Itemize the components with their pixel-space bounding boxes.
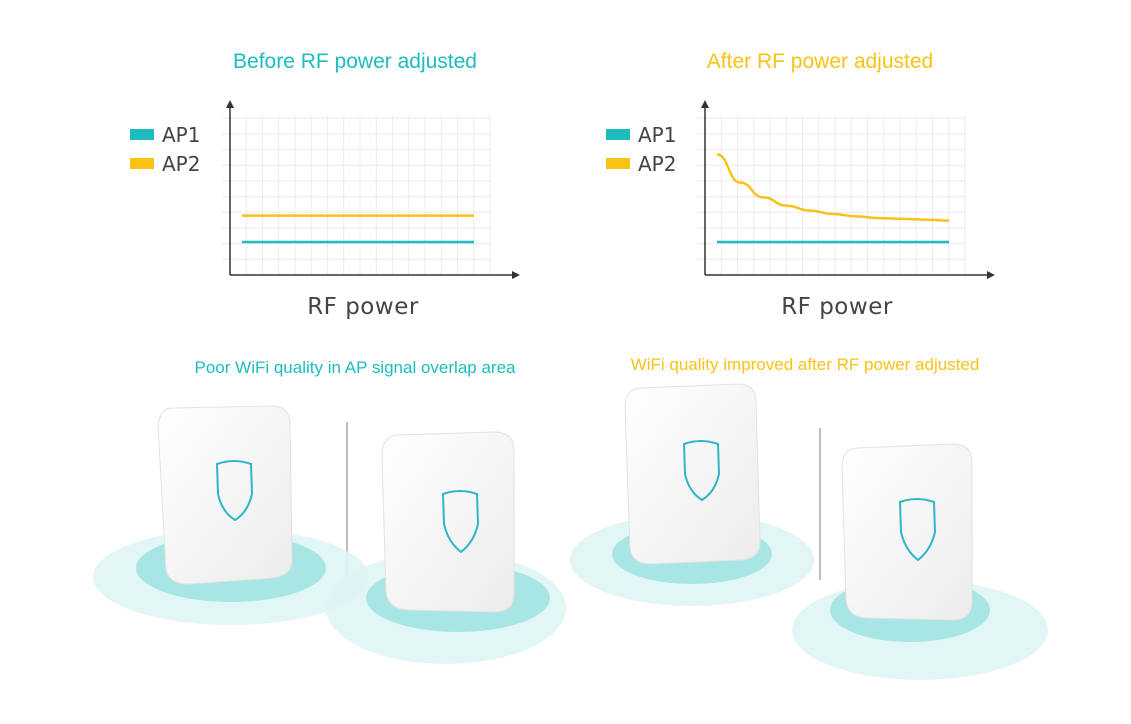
device-body (624, 383, 761, 565)
after-chart-title: After RF power adjusted (706, 50, 934, 73)
after-legend: AP1 AP2 (606, 120, 676, 178)
legend-item-ap1: AP1 (606, 120, 676, 149)
legend-item-ap2: AP2 (606, 149, 676, 178)
legend-item-ap1: AP1 (130, 120, 200, 149)
shield-icon (682, 440, 721, 502)
series-line-ap2 (716, 153, 950, 222)
legend-label-ap2: AP2 (638, 151, 677, 176)
legend-swatch-ap2 (606, 158, 630, 169)
before-caption: Poor WiFi quality in AP signal overlap a… (194, 358, 516, 377)
legend-swatch-ap1 (606, 129, 630, 140)
after-line-chart (697, 100, 995, 279)
device-body (841, 443, 973, 621)
legend-label-ap1: AP1 (638, 122, 677, 147)
access-point-3 (570, 383, 814, 606)
x-axis-arrow (987, 271, 995, 279)
legend-swatch-ap2 (130, 158, 154, 169)
legend-item-ap2: AP2 (130, 149, 200, 178)
access-point-4 (792, 443, 1048, 680)
access-point-2 (326, 431, 566, 664)
after-caption: WiFi quality improved after RF power adj… (630, 355, 980, 374)
device-body (381, 431, 515, 613)
before-legend: AP1 AP2 (130, 120, 200, 178)
legend-label-ap1: AP1 (162, 122, 201, 147)
y-axis-arrow (226, 100, 234, 108)
before-line-chart (222, 100, 520, 279)
before-x-axis-label: RF power (307, 294, 419, 320)
shield-icon (215, 460, 254, 522)
legend-swatch-ap1 (130, 129, 154, 140)
after-x-axis-label: RF power (781, 294, 893, 320)
y-axis-arrow (701, 100, 709, 108)
legend-label-ap2: AP2 (162, 151, 201, 176)
before-chart-title: Before RF power adjusted (233, 50, 477, 73)
x-axis-arrow (512, 271, 520, 279)
shield-icon (441, 490, 480, 554)
shield-icon (898, 498, 937, 562)
access-point-1 (93, 405, 369, 625)
device-body (157, 405, 293, 585)
